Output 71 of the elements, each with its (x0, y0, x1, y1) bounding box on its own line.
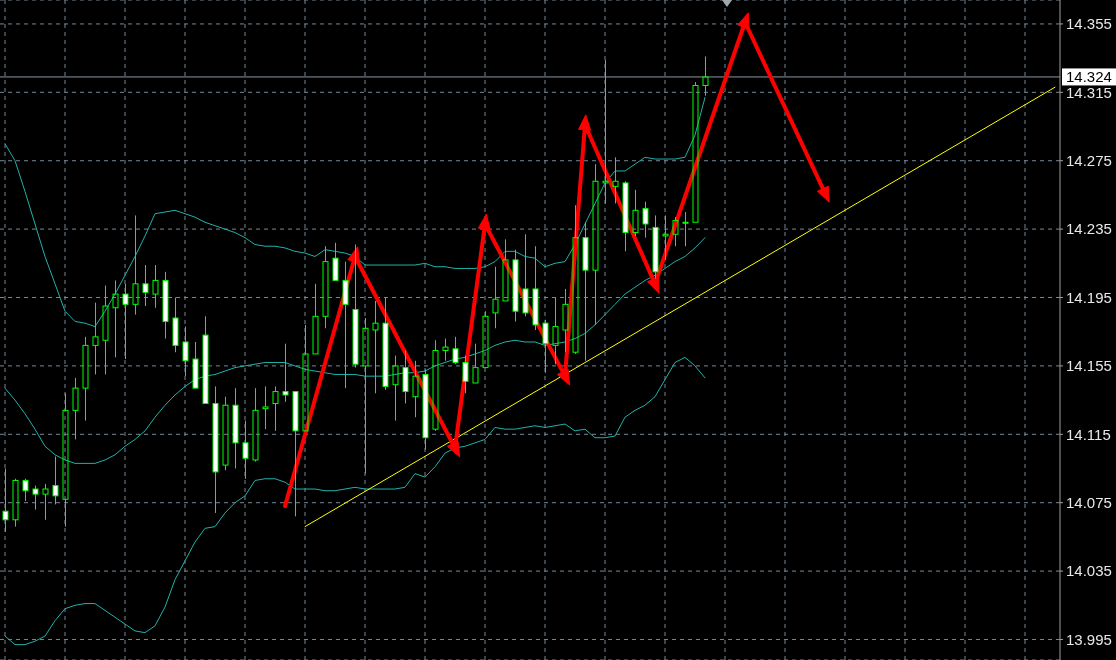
candlestick (302, 324, 309, 432)
candlestick (212, 385, 219, 514)
candlestick (342, 261, 349, 389)
y-tick-label: 14.035 (1066, 562, 1112, 580)
candlestick (422, 368, 429, 451)
candlestick (472, 343, 479, 384)
candlestick (182, 326, 189, 377)
y-tick-label: 14.075 (1066, 494, 1112, 512)
candlestick (542, 319, 549, 374)
point (646, 276, 660, 294)
candlestick (412, 360, 419, 418)
y-tick-label: 14.275 (1066, 152, 1112, 170)
candlestick (322, 245, 329, 329)
candlestick (72, 377, 79, 440)
candlestick (632, 189, 639, 237)
candlestick (122, 283, 129, 360)
candlestick (482, 310, 489, 369)
candlestick (552, 297, 559, 365)
candlestick (292, 391, 299, 517)
line-series (4, 356, 706, 646)
y-tick-label: 14.315 (1066, 83, 1112, 101)
y-tick-label: 14.195 (1066, 288, 1112, 306)
line-series (4, 96, 706, 328)
candlestick (202, 315, 209, 405)
candlestick (562, 288, 569, 353)
candlestick (512, 249, 519, 322)
candlestick (372, 300, 379, 394)
candlestick (492, 266, 499, 329)
candlestick (692, 81, 699, 223)
y-tick-label: 14.115 (1066, 425, 1111, 443)
candlestick (262, 385, 269, 430)
y-tick-label: 14.355 (1066, 15, 1112, 33)
candlestick (332, 242, 339, 281)
candlestick (682, 211, 689, 247)
point (816, 185, 830, 203)
candlestick (2, 468, 9, 533)
point (446, 440, 461, 458)
candlestick (382, 297, 389, 391)
candlestick (392, 355, 399, 422)
point (477, 213, 491, 231)
candlestick (702, 55, 709, 97)
candlestick (62, 392, 69, 528)
line-series (4, 237, 706, 464)
point (737, 12, 750, 30)
y-tick-label: 14.235 (1066, 220, 1112, 238)
ref-line-label: 14.324 (1066, 68, 1112, 86)
y-tick-label: 14.155 (1066, 357, 1112, 375)
candlestick (232, 387, 239, 469)
candlestick (672, 216, 679, 247)
candlestick (602, 59, 609, 204)
candlestick (592, 163, 599, 326)
candlestick (142, 264, 149, 307)
candlestick (132, 214, 139, 316)
y-tick-label: 13.995 (1066, 630, 1112, 648)
point (556, 368, 571, 386)
candlestick (312, 283, 319, 355)
candlestick (662, 214, 669, 261)
candlestick (192, 341, 199, 389)
candlestick (242, 420, 249, 480)
candlestick (102, 285, 109, 375)
candlestick (402, 350, 409, 405)
candlestick (362, 317, 369, 475)
point (578, 114, 592, 131)
candlestick (152, 264, 159, 309)
candlestick (502, 238, 509, 302)
candlestick (612, 156, 619, 204)
candlestick (272, 385, 279, 432)
candlestick (582, 221, 589, 362)
candlestick (112, 279, 119, 358)
candlestick (352, 244, 359, 369)
candlestick (92, 302, 99, 375)
